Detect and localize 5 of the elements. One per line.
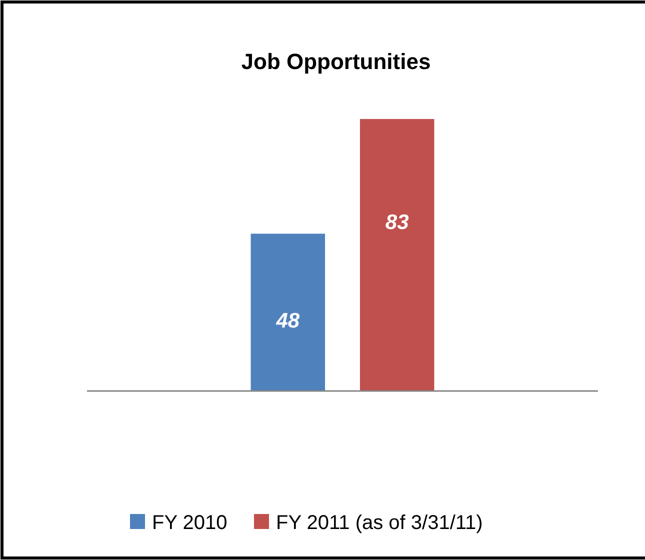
data-label: 83 [385, 211, 410, 234]
legend-label: FY 2011 (as of 3/31/11) [276, 512, 483, 534]
legend-label: FY 2010 [152, 512, 228, 534]
data-label: 48 [275, 310, 300, 333]
chart-title: Job Opportunities [241, 49, 431, 74]
